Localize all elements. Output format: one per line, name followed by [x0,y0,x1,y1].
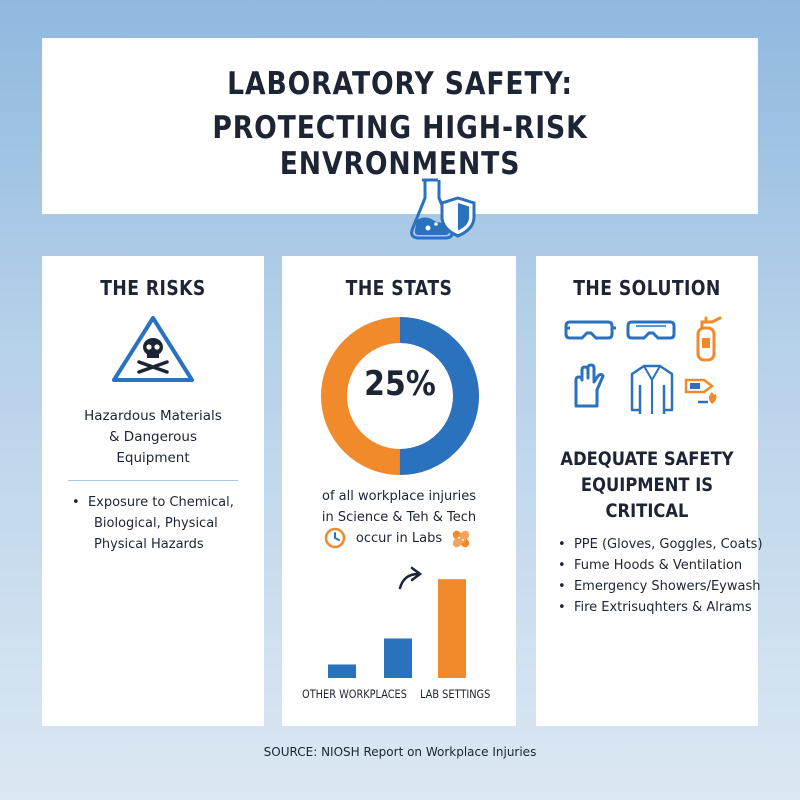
solution-heading-line: EQUIPMENT IS [580,474,714,496]
list-item: • PPE (Gloves, Goggles, Coats) [558,537,763,552]
source-note: SOURCE: NIOSH Report on Workplace Injuri… [263,745,537,759]
stats-text-line: in Science & Teh & Tech [321,510,477,525]
stats-text: of all workplace injuries in Science & T… [282,486,516,549]
risks-description-line: & Dangerous [108,429,198,445]
page-title-line2: PROTECTING HIGH-RISK ENVRONMENTS [212,110,588,182]
list-item: • Emergency Showers/Eywash [558,579,761,594]
list-item-text: Fume Hoods & Ventilation [573,558,743,573]
stats-title: THE STATS [345,276,453,300]
bandage-icon [452,530,470,548]
page-title-line1: LABORATORY SAFETY: [227,66,573,102]
bullet-dot: • [72,495,88,510]
list-item-text: Fire Extrisuqhters & Alrams [573,600,752,615]
header-panel: LABORATORY SAFETY: PROTECTING HIGH-RISK … [42,38,758,240]
risks-description: Hazardous Materials & Dangerous Equipmen… [42,406,264,469]
clock-icon [324,527,346,549]
bar-chart [328,566,466,678]
fire-extinguisher-icon [696,316,722,362]
risks-description-line: Hazardous Materials [84,408,222,424]
solution-card: THE SOLUTION [536,256,763,726]
donut-chart [321,317,479,475]
safety-equipment-icons [564,316,722,414]
bar-1 [384,638,412,678]
solution-list: • PPE (Gloves, Goggles, Coats) • Fume Ho… [558,534,763,618]
stats-text-line: occur in Labs [355,531,443,546]
list-item: • Fire Extrisuqhters & Alrams [558,600,752,615]
x-axis-label-lab: LAB SETTINGS [420,687,491,701]
risks-divider [68,480,238,481]
bar-2 [438,579,466,678]
stats-text-line: of all workplace injuries [322,489,476,504]
risks-title: THE RISKS [100,276,206,300]
skull-warning-icon [112,316,194,382]
bar-0 [328,664,356,678]
risks-bullet-line3: Physical Hazards [94,537,204,552]
goggles-icon [564,320,616,340]
risks-card: THE RISKS Hazardous Materials & Dangerou… [42,256,264,726]
list-item: • Fume Hoods & Ventilation [558,558,743,573]
x-axis-label-other: OTHER WORKPLACES [302,687,407,701]
gloves-icon [574,363,605,408]
risks-bullet-line2: Biological, Physical [94,516,218,531]
trend-arrow-icon [398,566,423,590]
lab-coat-icon [630,364,674,414]
solution-heading: ADEQUATE SAFETY EQUIPMENT IS CRITICAL [552,446,743,524]
donut-value-slice [321,317,479,475]
solution-heading-line: ADEQUATE SAFETY [560,448,734,470]
list-item-text: Emergency Showers/Eywash [573,579,761,594]
risks-bullet: • Exposure to Chemical, Biological, Phys… [72,492,252,555]
flask-shield-icon [410,178,476,240]
donut-value-label: 25% [364,364,436,404]
goggles-icon [626,320,676,340]
risks-description-line: Equipment [116,450,190,466]
list-item-text: PPE (Gloves, Goggles, Coats) [573,537,763,552]
stats-card: THE STATS 25% of all workplace injuries … [282,256,516,726]
solution-title: THE SOLUTION [573,276,721,300]
risks-bullet-line1: Exposure to Chemical, [87,495,234,510]
solution-heading-line: CRITICAL [605,500,689,522]
fire-sign-icon [684,378,717,404]
